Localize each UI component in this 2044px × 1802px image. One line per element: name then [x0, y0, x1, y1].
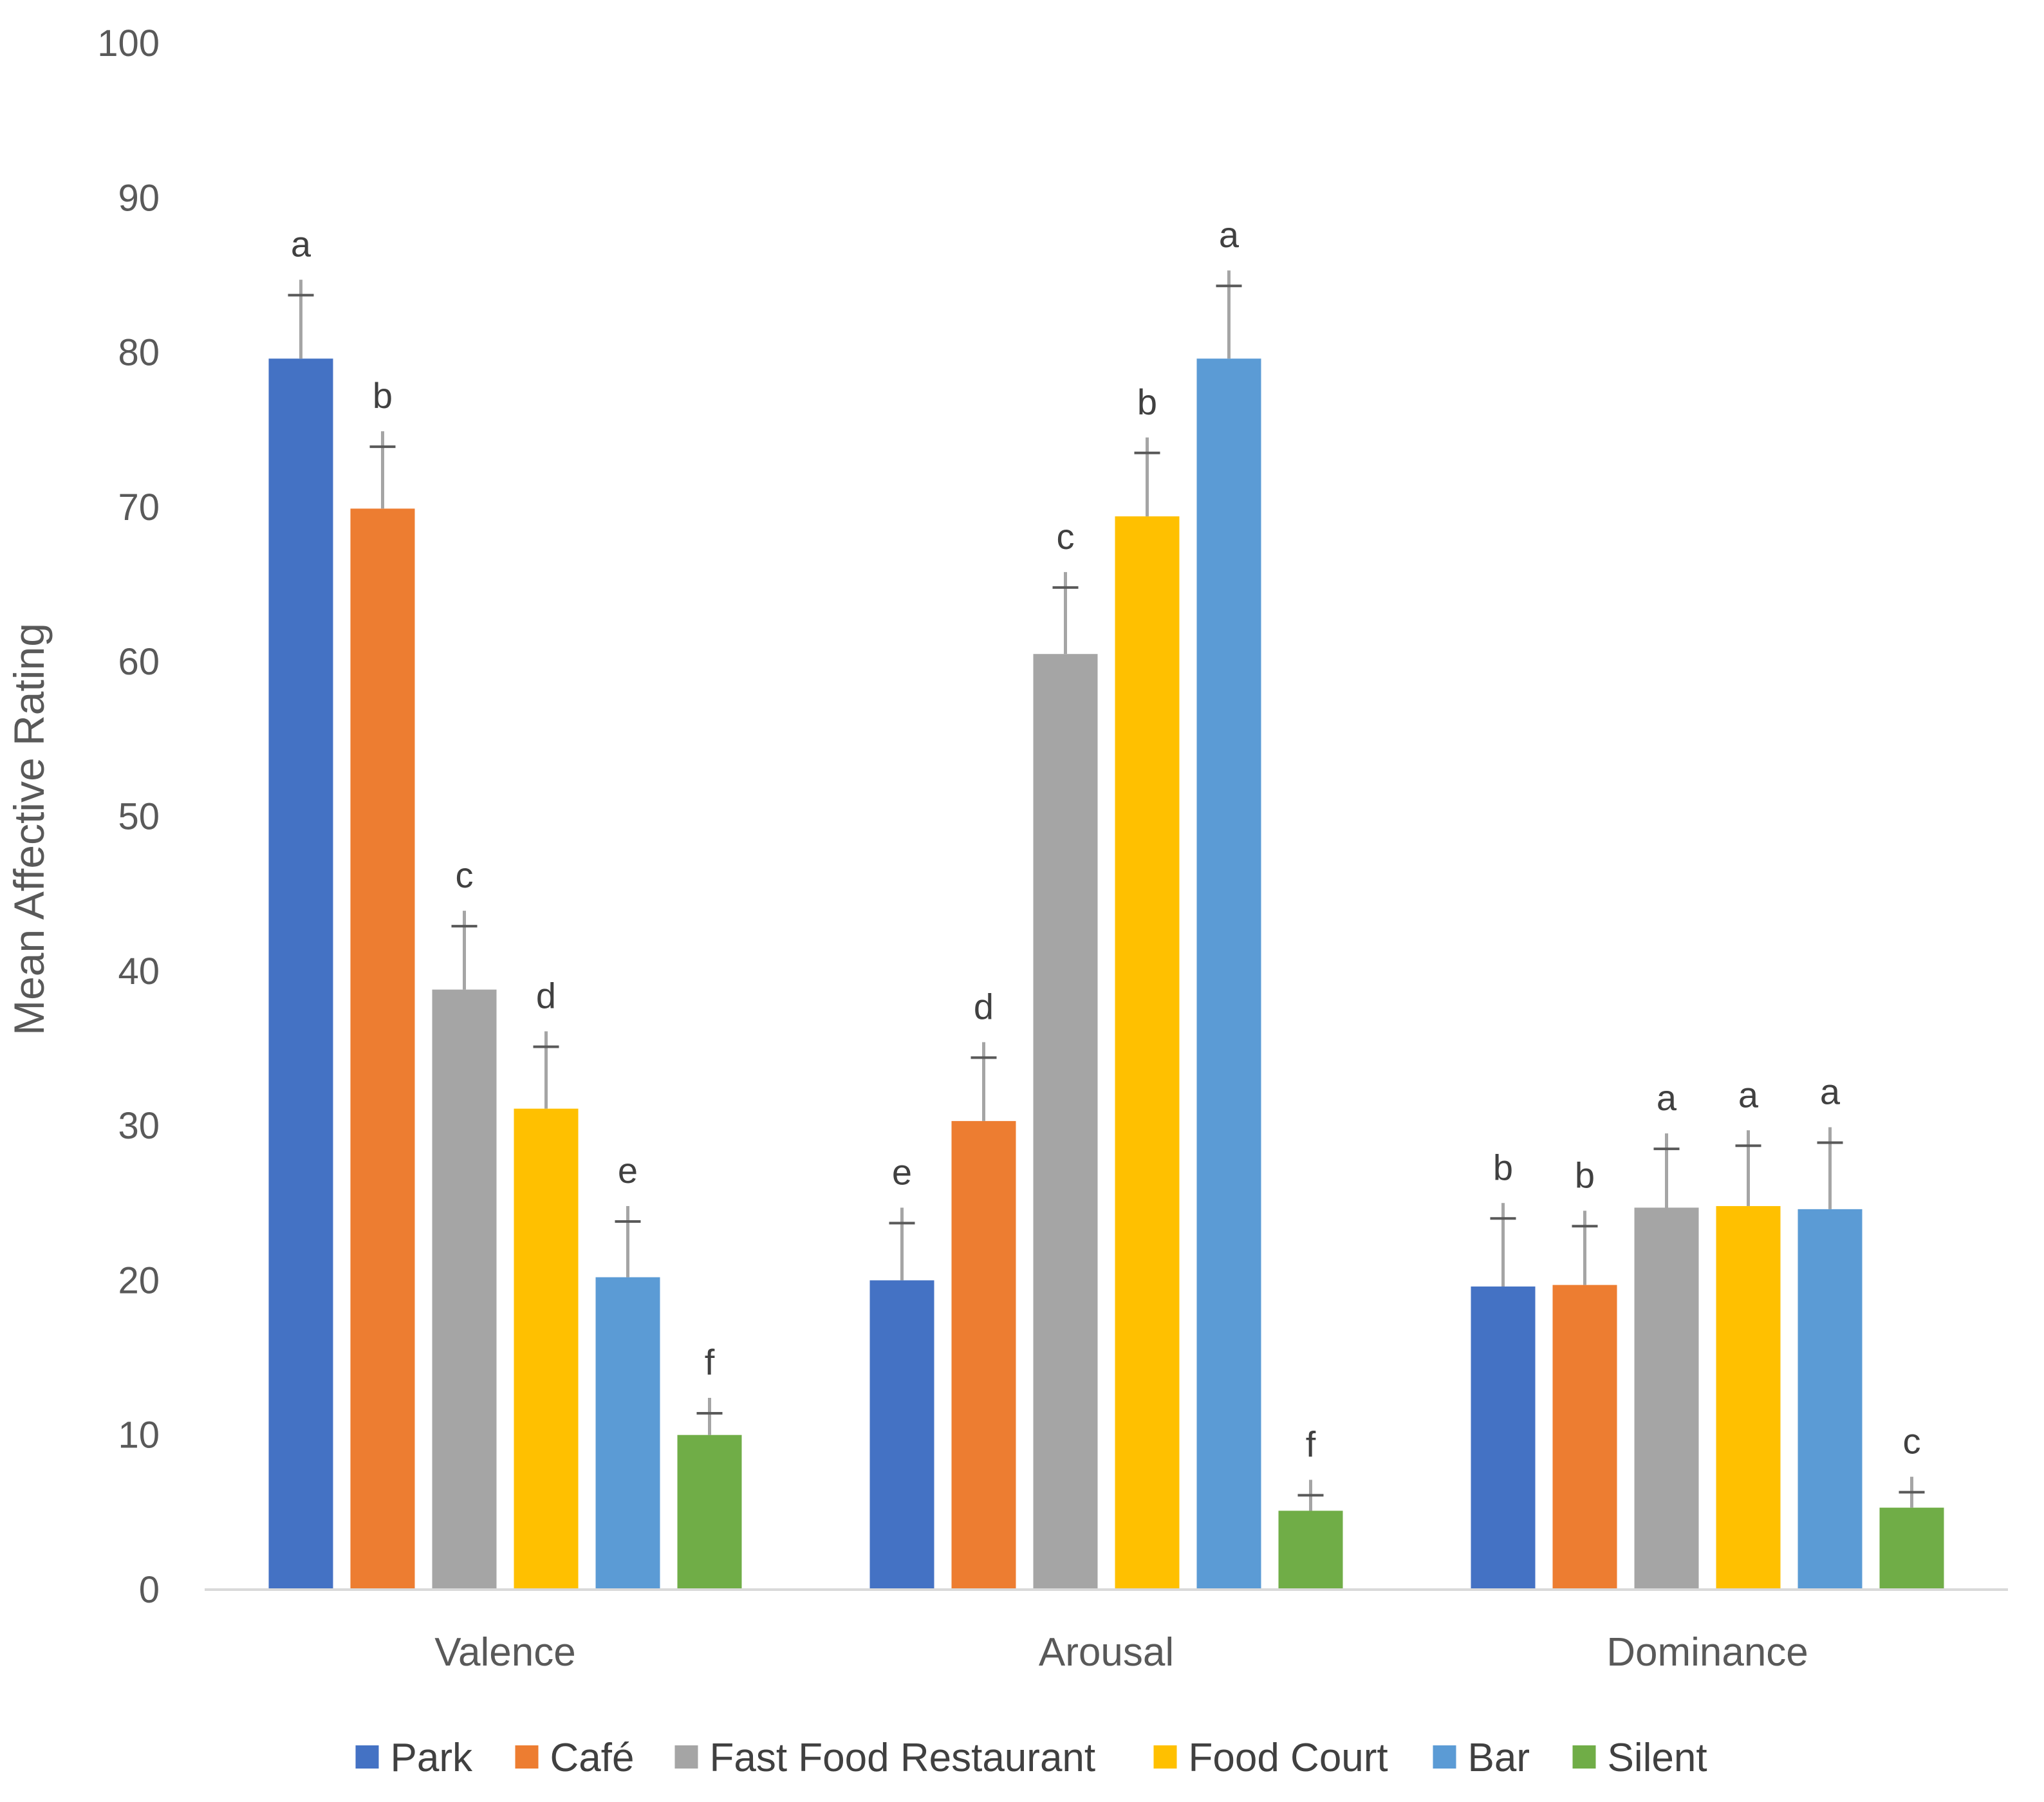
significance-label: a: [1820, 1072, 1841, 1112]
significance-label: a: [1219, 214, 1240, 255]
legend-label: Bar: [1468, 1736, 1530, 1780]
bar: [1115, 516, 1180, 1590]
y-tick-label: 50: [118, 796, 160, 838]
significance-label: b: [1575, 1155, 1595, 1195]
error-bar: [288, 279, 314, 359]
bar: [1196, 358, 1261, 1590]
x-axis-category-labels: Valence Arousal Dominance: [434, 1630, 1808, 1675]
significance-label: b: [1493, 1147, 1513, 1187]
y-tick-label: 100: [97, 23, 160, 64]
legend-swatch: [515, 1745, 539, 1769]
error-bar: [533, 1031, 559, 1109]
legend-swatch: [1153, 1745, 1177, 1769]
error-bar: [1134, 437, 1160, 517]
legend-swatch: [1572, 1745, 1596, 1769]
bar: [350, 508, 415, 1590]
error-bar: [1572, 1211, 1598, 1285]
significance-label: c: [456, 855, 474, 895]
legend: Park Café Fast Food Restaurant Food Court Ba…: [355, 1736, 1707, 1780]
error-bar: [1653, 1133, 1680, 1208]
significance-label: f: [1306, 1424, 1316, 1464]
error-bar: [1490, 1203, 1516, 1287]
significance-label: c: [1903, 1421, 1921, 1462]
legend-swatch: [355, 1745, 379, 1769]
significance-label: b: [1137, 382, 1157, 422]
error-bar: [1297, 1480, 1324, 1511]
error-bar: [451, 911, 478, 990]
error-bar: [1817, 1127, 1843, 1209]
y-tick-label: 20: [118, 1259, 160, 1301]
x-category-label: Arousal: [1039, 1630, 1174, 1675]
significance-label: a: [1657, 1077, 1677, 1118]
legend-item: Café: [515, 1736, 635, 1780]
legend-item: Park: [355, 1736, 473, 1780]
bar: [1879, 1507, 1944, 1590]
bar: [869, 1280, 934, 1590]
significance-label: d: [536, 976, 556, 1016]
bars: [268, 358, 1944, 1590]
legend-item: Fast Food Restaurant: [674, 1736, 1096, 1780]
bar: [951, 1120, 1016, 1590]
bar: [1634, 1207, 1699, 1590]
y-tick-label: 0: [139, 1569, 160, 1611]
y-tick-label: 30: [118, 1105, 160, 1147]
y-tick-label: 10: [118, 1415, 160, 1456]
y-tick-label: 60: [118, 641, 160, 683]
legend-item: Bar: [1433, 1736, 1530, 1780]
significance-label: e: [618, 1150, 638, 1191]
legend-swatch: [1433, 1745, 1456, 1769]
bar: [514, 1108, 579, 1590]
legend-label: Fast Food Restaurant: [710, 1736, 1096, 1780]
x-category-label: Dominance: [1606, 1630, 1808, 1675]
legend-label: Silent: [1608, 1736, 1707, 1780]
error-bars: [288, 270, 1925, 1511]
legend-item: Food Court: [1153, 1736, 1388, 1780]
legend-item: Silent: [1572, 1736, 1707, 1780]
significance-label: b: [373, 375, 393, 416]
error-bar: [1052, 571, 1079, 655]
y-tick-label: 40: [118, 951, 160, 992]
significance-label: c: [1057, 516, 1075, 557]
error-bar: [889, 1207, 915, 1281]
bar: [595, 1277, 660, 1590]
significance-label: f: [705, 1342, 715, 1382]
bar: [268, 358, 333, 1590]
legend-label: Park: [391, 1736, 473, 1780]
y-tick-label: 90: [118, 177, 160, 219]
x-category-label: Valence: [434, 1630, 575, 1675]
bar: [1798, 1209, 1863, 1590]
y-tick-label: 80: [118, 332, 160, 374]
y-axis-title: Mean Affective Rating: [5, 623, 53, 1036]
bar: [1552, 1285, 1617, 1590]
bar: [1716, 1206, 1781, 1590]
significance-label: e: [892, 1151, 912, 1192]
error-bar: [1735, 1130, 1761, 1207]
error-bar: [615, 1206, 641, 1277]
bar: [677, 1435, 742, 1590]
legend-label: Food Court: [1189, 1736, 1388, 1780]
error-bar: [696, 1398, 723, 1435]
y-axis-ticks: 0 10 20 30 40 50 60 70 80 90 100: [97, 23, 160, 1611]
error-bar: [1899, 1476, 1925, 1508]
bar: [1471, 1286, 1536, 1590]
bar: [1278, 1510, 1343, 1590]
significance-label: a: [1738, 1074, 1759, 1115]
error-bar: [971, 1042, 997, 1121]
bar: [1033, 654, 1098, 1590]
error-bar: [369, 431, 396, 509]
significance-label: a: [291, 224, 311, 265]
error-bar: [1216, 270, 1242, 359]
significance-label: d: [974, 986, 994, 1026]
significance-labels: a b c d e f e d c b a f b b a a a c: [291, 214, 1921, 1464]
legend-swatch: [674, 1745, 698, 1769]
legend-label: Café: [550, 1736, 635, 1780]
bar: [432, 989, 497, 1590]
y-tick-label: 70: [118, 487, 160, 528]
